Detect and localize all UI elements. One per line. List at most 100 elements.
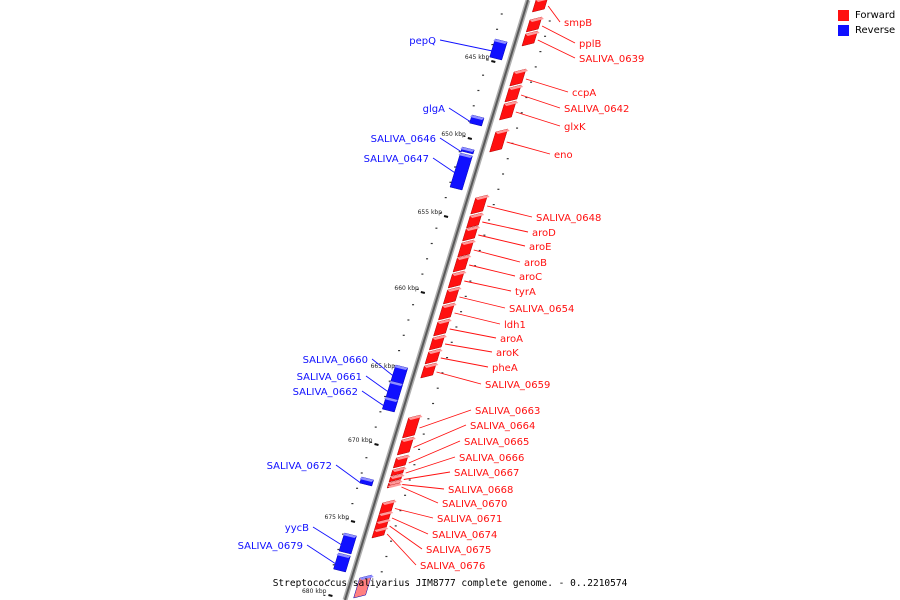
reverse-gene — [460, 146, 475, 155]
leader-line — [436, 371, 482, 385]
gene-highlight — [359, 477, 374, 482]
genome-caption: Streptococcus salivarius JIM8777 complet… — [272, 578, 628, 589]
gene-highlight — [336, 553, 351, 558]
leader-line — [371, 358, 394, 377]
major-tick — [467, 137, 473, 140]
leader-line — [537, 39, 576, 59]
gene-highlight — [374, 527, 389, 532]
forward-gene-label: aroE — [529, 242, 551, 253]
leader-line — [515, 111, 561, 127]
forward-gene — [489, 128, 510, 153]
forward-gene — [462, 225, 481, 242]
leader-line — [335, 464, 361, 484]
scale-label: 645 kbp — [465, 54, 490, 61]
forward-gene — [531, 0, 548, 13]
forward-gene-label: SALIVA_0667 — [454, 468, 519, 479]
leader-line — [440, 357, 489, 368]
gene-highlight — [504, 101, 519, 106]
forward-gene — [438, 302, 457, 321]
forward-gene-label: ldh1 — [504, 320, 526, 331]
gene-highlight — [387, 483, 402, 488]
leader-line — [306, 544, 337, 565]
leader-line — [459, 296, 506, 309]
leader-line — [448, 107, 472, 123]
leader-line — [432, 157, 456, 174]
legend-forward-label: Forward — [855, 10, 896, 21]
forward-gene — [396, 436, 416, 456]
leader-line — [312, 526, 343, 546]
major-tick — [443, 215, 449, 218]
reverse-gene — [449, 152, 473, 191]
reverse-swatch — [838, 25, 849, 36]
forward-gene — [371, 526, 389, 539]
forward-gene-label: pheA — [492, 363, 518, 374]
gene-features — [333, 0, 548, 599]
major-tick — [350, 520, 356, 523]
leader-line — [413, 424, 467, 448]
forward-gene — [433, 318, 452, 337]
forward-gene — [386, 482, 402, 489]
gene-highlight — [424, 363, 439, 368]
scale-label: 665 kbp — [371, 363, 396, 370]
gene-highlight — [514, 69, 529, 74]
reverse-gene — [359, 476, 374, 487]
gene-highlight — [342, 533, 357, 538]
reverse-gene-label: pepQ — [409, 36, 436, 47]
reverse-gene — [489, 38, 508, 61]
leader-line — [464, 280, 512, 292]
partial-gene — [353, 574, 374, 599]
leader-line — [394, 508, 434, 519]
gene-highlight — [466, 226, 481, 231]
reverse-gene — [469, 114, 485, 127]
reverse-gene-label: SALIVA_0660 — [303, 355, 368, 366]
major-tick — [420, 291, 426, 294]
gene-highlight — [393, 365, 408, 370]
gene-face — [531, 0, 548, 13]
forward-gene — [509, 68, 529, 87]
gene-highlight — [396, 455, 411, 460]
gene-highlight — [475, 195, 490, 200]
forward-gene-label: aroA — [500, 334, 523, 345]
scale-label: 670 kbp — [348, 437, 373, 444]
reverse-gene — [382, 396, 399, 413]
forward-gene-label: SALIVA_0666 — [459, 453, 524, 464]
forward-gene-label: SALIVA_0639 — [579, 54, 644, 65]
gene-highlight — [452, 271, 467, 276]
major-tick — [374, 443, 379, 446]
genome-axis — [342, 0, 531, 600]
leader-line — [478, 234, 526, 247]
leader-line — [520, 94, 561, 109]
reverse-gene — [385, 380, 404, 401]
forward-gene — [402, 414, 423, 439]
forward-gene-label: tyrA — [515, 287, 536, 298]
gene-highlight — [384, 397, 398, 402]
leader-line — [469, 264, 516, 277]
gene-highlight — [359, 575, 374, 580]
forward-gene — [420, 362, 439, 379]
gene-highlight — [376, 519, 391, 524]
gene-highlight — [458, 153, 473, 158]
forward-gene — [390, 466, 407, 477]
leader-line — [361, 390, 385, 407]
major-tick — [491, 60, 496, 63]
forward-gene-label: SALIVA_0675 — [426, 545, 491, 556]
forward-gene-label: SALIVA_0674 — [432, 530, 497, 541]
gene-highlight — [390, 474, 405, 479]
scale-label: 650 kbp — [441, 131, 466, 138]
forward-gene — [442, 286, 462, 305]
forward-gene — [470, 194, 490, 215]
forward-gene-label: glxK — [564, 122, 586, 133]
gene-highlight — [493, 39, 508, 44]
leader-line — [389, 525, 423, 550]
gene-highlight — [461, 240, 476, 245]
forward-gene-label: SALIVA_0654 — [509, 304, 574, 315]
forward-gene-label: aroB — [524, 258, 547, 269]
forward-gene — [392, 454, 411, 469]
leader-line — [454, 312, 501, 325]
reverse-gene-label: SALIVA_0672 — [267, 461, 332, 472]
reverse-gene-label: yycB — [285, 523, 309, 534]
gene-highlight — [382, 500, 397, 505]
forward-gene — [521, 30, 540, 47]
forward-gene — [504, 84, 524, 103]
reverse-gene-label: SALIVA_0679 — [238, 541, 303, 552]
